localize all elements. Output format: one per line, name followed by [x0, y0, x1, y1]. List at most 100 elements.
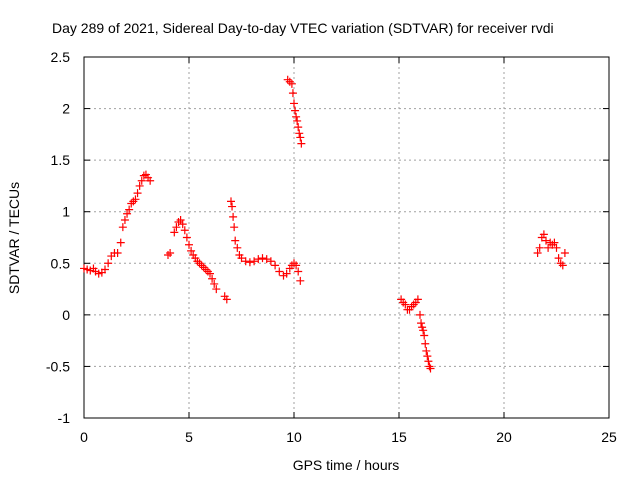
data-point [285, 77, 294, 86]
data-point [180, 226, 189, 235]
x-tick-label: 0 [80, 429, 88, 445]
data-point [250, 257, 259, 266]
data-point [544, 243, 553, 252]
data-point [166, 248, 175, 257]
data-point [296, 133, 305, 142]
data-point [558, 261, 567, 270]
data-point [288, 89, 297, 98]
data-point [201, 265, 210, 274]
data-point [426, 364, 435, 373]
data-point [222, 295, 231, 304]
data-point [123, 209, 132, 218]
data-point [178, 220, 187, 229]
data-point [283, 75, 292, 84]
y-tick-label: 1 [62, 204, 70, 220]
data-point [423, 352, 432, 361]
data-point [208, 274, 217, 283]
data-point [421, 339, 430, 348]
x-axis-title: GPS time / hours [293, 457, 400, 473]
data-point [295, 129, 304, 138]
y-tick-label: 1.5 [51, 152, 71, 168]
data-point [287, 79, 296, 88]
data-point [294, 123, 303, 132]
data-point [172, 223, 181, 232]
data-point [227, 197, 235, 206]
x-tick-label: 25 [601, 429, 617, 445]
data-point [187, 246, 196, 255]
data-point [199, 263, 208, 272]
data-point [174, 218, 183, 227]
x-tick-label: 10 [286, 429, 302, 445]
data-point [413, 295, 422, 304]
data-point [417, 319, 426, 328]
data-point [245, 258, 254, 267]
data-point [552, 243, 561, 252]
data-point [560, 248, 569, 257]
data-point [401, 300, 410, 309]
data-point [241, 257, 250, 266]
data-point [290, 259, 298, 268]
data-point [275, 267, 284, 276]
data-point [550, 238, 559, 247]
data-point [535, 243, 544, 252]
data-point [127, 199, 136, 208]
data-point [120, 215, 129, 224]
chart-title: Day 289 of 2021, Sidereal Day-to-day VTE… [52, 20, 554, 36]
data-point [185, 240, 193, 249]
y-tick-label: -1 [58, 410, 71, 426]
y-axis-title: SDTVAR / TECUs [6, 182, 22, 294]
data-point [409, 300, 418, 309]
data-point [425, 362, 434, 371]
data-point [291, 106, 300, 115]
data-point [556, 259, 565, 268]
data-point [231, 236, 240, 245]
data-point [139, 171, 148, 180]
data-point [419, 326, 428, 335]
data-point [266, 257, 275, 266]
x-tick-label: 20 [496, 429, 512, 445]
data-point [182, 233, 191, 242]
data-point [101, 265, 109, 274]
x-tick-label: 15 [391, 429, 407, 445]
grid [84, 57, 609, 418]
data-point [424, 357, 433, 366]
y-tick-label: 0 [62, 307, 70, 323]
y-tick-label: -0.5 [46, 358, 70, 374]
data-point [210, 279, 219, 288]
x-tick-label: 5 [185, 429, 193, 445]
data-point [258, 254, 267, 263]
data-point [146, 176, 155, 185]
data-point [131, 195, 140, 204]
data-point [420, 331, 429, 340]
data-point [292, 261, 301, 270]
data-point [539, 230, 548, 239]
data-point [118, 223, 127, 232]
data-point [176, 215, 185, 224]
data-point [195, 259, 204, 268]
data-point [203, 267, 212, 276]
data-point [197, 261, 206, 270]
y-tick-label: 2.5 [51, 49, 71, 65]
data-point [262, 255, 271, 264]
data-point [116, 238, 125, 247]
y-tick-label: 2 [62, 101, 70, 117]
data-point [292, 112, 301, 121]
data-point [416, 310, 424, 319]
data-point [294, 267, 303, 276]
data-point [206, 269, 214, 278]
data-point [228, 202, 237, 211]
data-point [293, 116, 302, 125]
data-point [237, 254, 246, 263]
data-point [296, 276, 305, 285]
data-point [297, 139, 306, 148]
data-point [422, 346, 431, 355]
y-axis: -1 -0.5 0 0.5 1 1.5 2 2.5 [46, 49, 609, 426]
x-axis: 0 5 10 15 20 25 [80, 57, 617, 445]
data-point [104, 259, 113, 268]
data-point [282, 269, 291, 278]
y-tick-label: 0.5 [51, 255, 71, 271]
data-point [170, 228, 179, 237]
data-point [229, 212, 238, 221]
data-point [554, 254, 563, 263]
